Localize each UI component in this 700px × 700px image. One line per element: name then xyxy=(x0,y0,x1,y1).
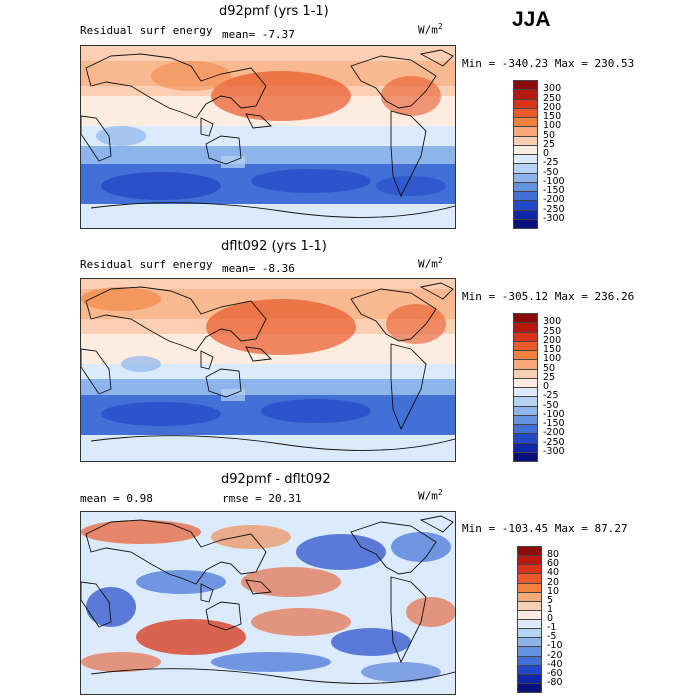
panel-3-minmax: Min = -103.45 Max = 87.27 xyxy=(462,522,628,535)
colorbar-tick-label: -25 xyxy=(543,390,559,402)
colorbar-tick-label: 0 xyxy=(543,148,550,159)
units-text: W/m xyxy=(418,23,438,37)
panel-3-rmse-label: rmse = 20.31 xyxy=(222,492,302,505)
panel-2-map-svg xyxy=(81,279,455,461)
colorbar-tick-label: -60 xyxy=(547,667,563,679)
colorbar-tick-label: 50 xyxy=(543,129,556,141)
panel-1-units: W/m2 xyxy=(418,22,443,37)
colorbar-tick-label: -50 xyxy=(543,399,559,411)
colorbar-tick-label: 100 xyxy=(543,120,562,132)
colorbar-tick-label: 60 xyxy=(547,558,560,570)
colorbar-tick-label: 200 xyxy=(543,101,562,113)
colorbar-cell xyxy=(517,682,542,693)
panel-1-title: d92pmf (yrs 1-1) xyxy=(219,4,329,19)
colorbar-tick-label: 50 xyxy=(543,362,556,374)
colorbar-tick-label: -80 xyxy=(547,676,563,688)
season-label: JJA xyxy=(512,8,551,31)
colorbar-tick-label: -100 xyxy=(543,175,565,187)
panel-2-map xyxy=(80,278,456,462)
panel-2-colorbar: 300 250 200 150 100 50 25 0 -25 -50 -100 -150 -200 -2… xyxy=(513,313,583,462)
panel-3-map xyxy=(80,511,456,695)
colorbar-tick-label: -1 xyxy=(547,622,557,634)
colorbar-tick-label: -250 xyxy=(543,436,565,448)
colorbar-tick-label: 0 xyxy=(543,381,550,392)
units-text: W/m xyxy=(418,257,438,271)
colorbar-tick-label: 200 xyxy=(543,334,562,346)
panel-3-mean-label: mean = 0.98 xyxy=(80,492,153,505)
colorbar-tick-label: 300 xyxy=(543,316,562,328)
colorbar-tick-label: -150 xyxy=(543,418,565,429)
panel-2-units: W/m2 xyxy=(418,256,443,271)
colorbar-tick-label: 1 xyxy=(547,603,554,615)
units-exponent: 2 xyxy=(437,488,443,497)
colorbar-tick-label: -20 xyxy=(547,649,563,661)
colorbar-tick-label: 250 xyxy=(543,92,562,104)
colorbar-tick-label: 100 xyxy=(543,353,562,365)
colorbar-cell xyxy=(513,451,538,462)
panel-3-units: W/m2 xyxy=(418,488,443,503)
units-text: W/m xyxy=(418,489,438,503)
colorbar-tick-label: -10 xyxy=(547,640,563,652)
colorbar-tick-label: 300 xyxy=(543,83,562,95)
colorbar-tick-label: -5 xyxy=(547,631,557,643)
colorbar-tick-label: -100 xyxy=(543,408,565,420)
panel-1-map-svg xyxy=(81,46,455,228)
colorbar-tick-label: -300 xyxy=(543,445,565,457)
panel-3-colorbar: 80 60 40 20 10 5 1 0 -1 -5 -10 -20 -40 -60 -80 xyxy=(517,546,587,693)
colorbar-tick-label: 25 xyxy=(543,138,556,150)
panel-1-minmax: Min = -340.23 Max = 230.53 xyxy=(462,57,635,70)
units-exponent: 2 xyxy=(437,22,443,31)
colorbar-tick-label: 0 xyxy=(547,613,554,624)
colorbar-tick-label: -50 xyxy=(543,166,559,178)
colorbar-tick-label: -40 xyxy=(547,658,563,670)
colorbar-tick-label: 150 xyxy=(543,344,562,355)
panel-2-variable-label: Residual surf energy xyxy=(80,258,213,271)
colorbar-tick-label: -150 xyxy=(543,185,565,196)
panel-2-mean-label: mean= -8.36 xyxy=(222,262,295,275)
colorbar-tick-label: -25 xyxy=(543,157,559,169)
colorbar-tick-label: -200 xyxy=(543,427,565,439)
colorbar-tick-label: 5 xyxy=(547,594,554,606)
panel-1-variable-label: Residual surf energy xyxy=(80,24,213,37)
panel-1-mean-label: mean= -7.37 xyxy=(222,28,295,41)
colorbar-tick-label: 25 xyxy=(543,371,556,383)
colorbar-tick-label: 20 xyxy=(547,576,560,588)
colorbar-tick-label: 80 xyxy=(547,549,560,561)
colorbar-tick-label: -250 xyxy=(543,203,565,215)
panel-1-map xyxy=(80,45,456,229)
panel-3-map-svg xyxy=(81,512,455,694)
colorbar-tick-label: 150 xyxy=(543,111,562,122)
colorbar-tick-label: 250 xyxy=(543,325,562,337)
panel-2-minmax: Min = -305.12 Max = 236.26 xyxy=(462,290,635,303)
colorbar-tick-label: 10 xyxy=(547,585,560,597)
panel-1-colorbar: 300 250 200 150 100 50 25 0 -25 -50 -100 -150 -200 -2… xyxy=(513,80,583,229)
colorbar-cell xyxy=(513,218,538,229)
panel-3-title: d92pmf - dflt092 xyxy=(221,472,331,487)
colorbar-tick-label: -300 xyxy=(543,212,565,224)
colorbar-tick-label: -200 xyxy=(543,194,565,206)
units-exponent: 2 xyxy=(437,256,443,265)
panel-2-title: dflt092 (yrs 1-1) xyxy=(221,239,327,254)
colorbar-tick-label: 40 xyxy=(547,567,560,579)
